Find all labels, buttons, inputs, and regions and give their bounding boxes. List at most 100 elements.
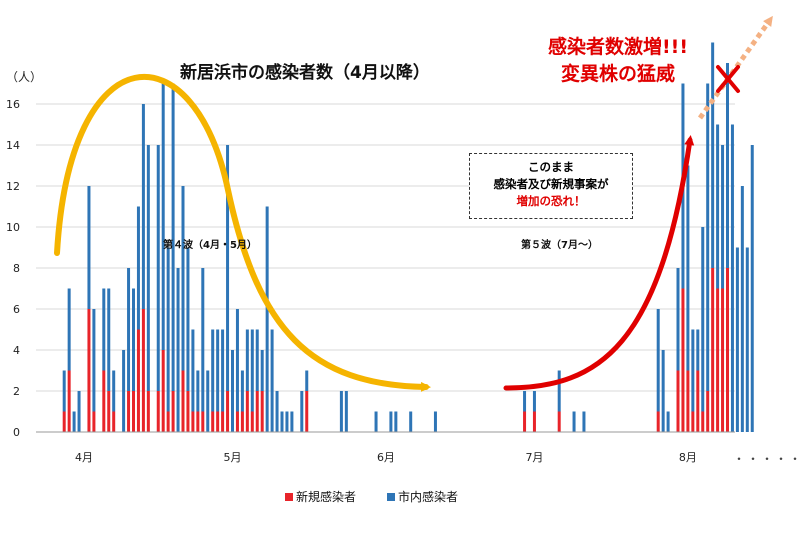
bar-new xyxy=(92,411,96,432)
bar-city xyxy=(656,309,660,412)
bar-city xyxy=(156,145,160,391)
bar-city xyxy=(260,350,264,391)
bar-city xyxy=(394,411,398,432)
surge-line1: 感染者数激増!!! xyxy=(548,36,688,58)
bar-city xyxy=(161,83,165,350)
bar-new xyxy=(141,309,145,432)
x-tick-label: 8月 xyxy=(679,451,697,464)
y-tick-label: 16 xyxy=(6,98,20,111)
bar-new xyxy=(112,411,116,432)
legend-item-new: 新規感染者 xyxy=(285,488,356,505)
bar-new xyxy=(716,288,720,432)
bar-city xyxy=(721,145,725,289)
y-tick-label: 4 xyxy=(13,344,20,357)
bar-new xyxy=(146,391,150,432)
bars-layer xyxy=(62,42,754,432)
bar-new xyxy=(726,268,729,432)
bar-new xyxy=(532,411,536,432)
warning-line3: 増加の恐れ！ xyxy=(516,194,586,208)
bar-new xyxy=(87,309,91,432)
bar-city xyxy=(557,370,561,412)
bar-city xyxy=(107,288,111,391)
legend-label-new: 新規感染者 xyxy=(296,490,357,504)
bar-city xyxy=(196,370,200,412)
warning-line2: 感染者及び新規事案が xyxy=(493,177,609,191)
bar-city xyxy=(191,329,195,412)
bar-city xyxy=(716,124,720,289)
legend-swatch-city xyxy=(387,493,395,501)
bar-new xyxy=(721,288,725,432)
legend-label-city: 市内感染者 xyxy=(398,490,459,504)
legend-swatch-new xyxy=(285,493,293,501)
bar-new xyxy=(166,411,170,432)
bar-city xyxy=(235,309,239,412)
bar-new xyxy=(107,391,111,432)
bar-new xyxy=(216,411,220,432)
bar-city xyxy=(231,350,234,432)
bar-city xyxy=(706,83,710,391)
bar-city xyxy=(112,370,116,412)
bar-city xyxy=(181,186,185,371)
bar-new xyxy=(255,391,259,432)
y-tick-label: 10 xyxy=(6,221,20,234)
bar-city xyxy=(290,411,294,432)
bar-city xyxy=(661,350,665,432)
bar-new xyxy=(681,288,685,432)
bar-city xyxy=(735,247,739,432)
bar-new xyxy=(161,350,165,432)
bar-new xyxy=(235,411,239,432)
bar-city xyxy=(186,247,190,391)
bar-city xyxy=(171,83,175,391)
bar-new xyxy=(136,329,140,432)
bar-city xyxy=(255,329,259,391)
bar-city xyxy=(280,411,284,432)
bar-city xyxy=(409,411,413,432)
bar-city xyxy=(666,411,670,432)
bar-city xyxy=(523,391,527,412)
forecast-arrow xyxy=(697,15,773,120)
bar-new xyxy=(196,411,200,432)
bar-city xyxy=(433,411,437,432)
bar-new xyxy=(260,391,264,432)
bar-new xyxy=(305,391,309,432)
wave5-label: 第５波（7月～） xyxy=(521,240,598,251)
bar-new xyxy=(676,370,680,432)
wave4-trend-arrow xyxy=(54,74,431,392)
bar-city xyxy=(740,186,744,432)
y-tick-label: 14 xyxy=(6,139,20,152)
bar-city xyxy=(176,268,180,432)
wave5-trend-arrow xyxy=(503,135,695,391)
bar-new xyxy=(240,411,244,432)
bar-city xyxy=(72,411,76,432)
bar-city xyxy=(696,329,700,371)
continuation-ellipsis: ・・・・・ xyxy=(733,452,800,466)
bar-city xyxy=(226,145,230,391)
bar-city xyxy=(206,370,210,432)
bar-new xyxy=(181,370,185,432)
bar-new xyxy=(127,391,131,432)
bar-new xyxy=(701,411,705,432)
bar-new xyxy=(211,411,215,432)
surge-annotation: 感染者数激増!!! 変異株の猛威 xyxy=(508,34,728,88)
x-tick-label: 7月 xyxy=(525,451,543,464)
bar-new xyxy=(706,391,710,432)
bar-city xyxy=(240,370,244,412)
warning-box: このまま 感染者及び新規事案が 増加の恐れ！ xyxy=(469,153,633,219)
bar-city xyxy=(582,411,586,432)
bar-city xyxy=(250,329,254,412)
x-tick-label: 6月 xyxy=(377,451,395,464)
bar-city xyxy=(166,247,170,412)
bar-new xyxy=(686,370,690,432)
bar-city xyxy=(691,329,695,412)
y-tick-label: 0 xyxy=(13,426,20,439)
bar-city xyxy=(711,42,715,268)
bar-city xyxy=(245,329,249,391)
bar-new xyxy=(557,411,561,432)
bar-city xyxy=(102,288,106,371)
bar-city xyxy=(344,391,348,432)
chart-title: 新居浜市の感染者数（4月以降） xyxy=(180,63,430,83)
bar-city xyxy=(221,329,225,412)
bar-new xyxy=(250,411,254,432)
bar-city xyxy=(285,411,289,432)
